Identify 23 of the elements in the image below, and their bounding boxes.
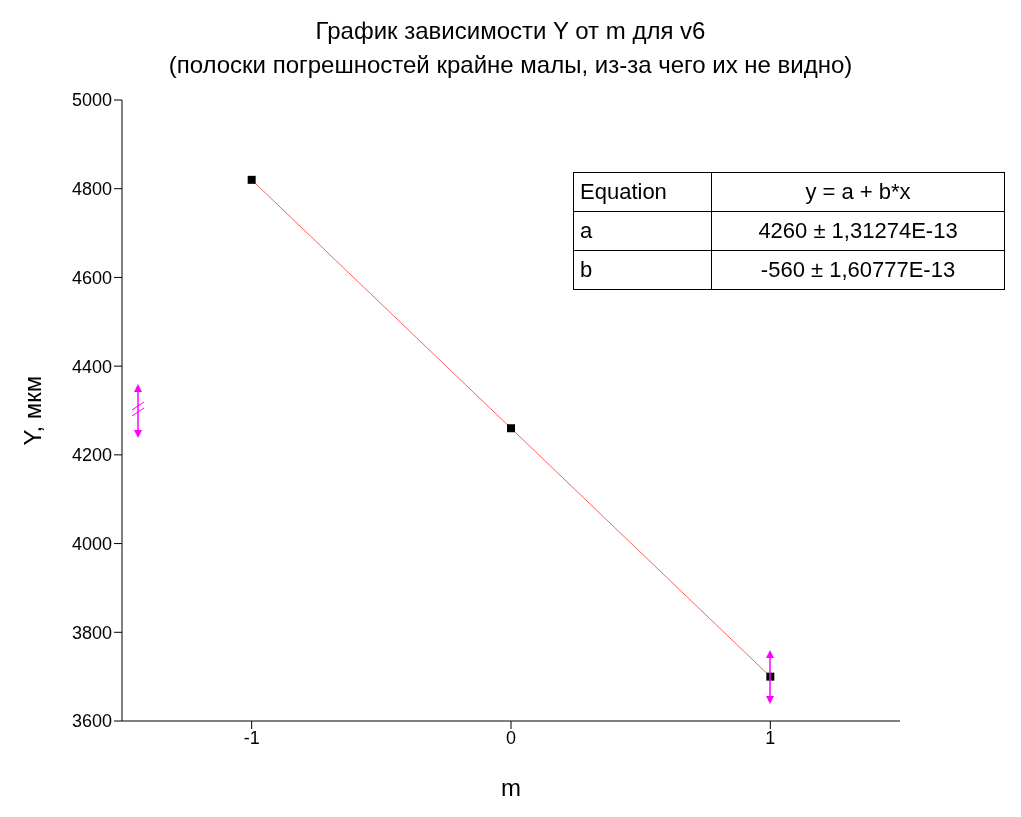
x-tick-label: 0 <box>505 727 517 748</box>
annotation: Equation <box>573 172 712 212</box>
x-tick-label: 1 <box>765 727 776 748</box>
point <box>507 424 515 433</box>
x-tick-label: -1 <box>243 727 260 748</box>
chart-subtitle: (полоски погрешностей крайне малы, из-за чего их не видно) <box>167 50 854 80</box>
y-tick-label: 4000 <box>71 533 112 554</box>
x-axis-title: m <box>501 774 521 802</box>
y-tick-label: 4400 <box>71 356 112 377</box>
y-tick-label: 4200 <box>71 445 112 466</box>
chart-title: График зависимости Y от m для v6 <box>314 16 707 46</box>
annotation: -560 ± 1,60777E-13 <box>711 250 1005 290</box>
annotation: a <box>573 211 712 251</box>
y-axis-title: Y, мкм <box>18 375 46 446</box>
annotation: y = a + b*x <box>711 172 1005 212</box>
y-tick-label: 5000 <box>71 90 112 111</box>
y-tick-label: 4600 <box>71 267 112 288</box>
y-tick-label: 4800 <box>71 179 112 200</box>
annotation: b <box>573 250 712 290</box>
y-tick-label: 3600 <box>71 711 112 732</box>
point <box>247 175 256 184</box>
annotation: 4260 ± 1,31274E-13 <box>711 211 1005 251</box>
y-tick-label: 3800 <box>71 622 112 643</box>
